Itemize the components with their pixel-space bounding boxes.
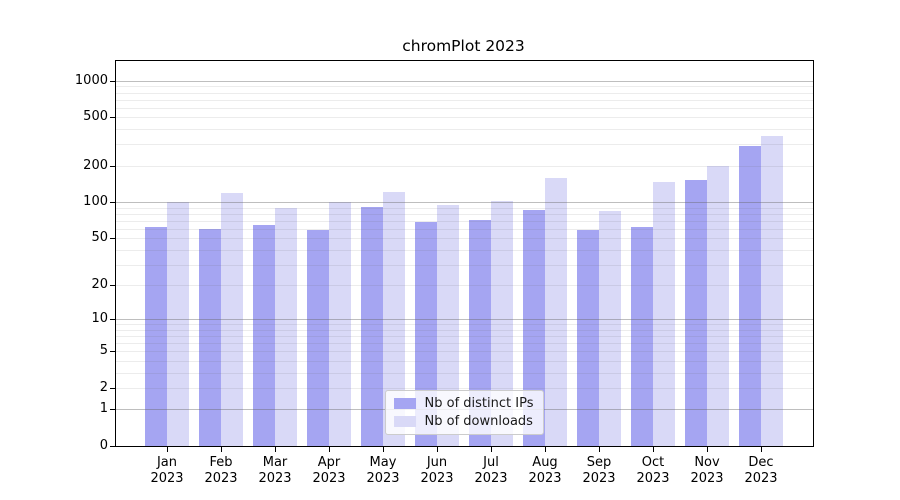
y-tick-200 xyxy=(110,165,116,167)
bar-mar-downloads xyxy=(275,207,297,446)
chart-title: chromPlot 2023 xyxy=(402,37,525,55)
x-tick-label-jul: Jul 2023 xyxy=(474,455,508,486)
y-tick-label-5: 5 xyxy=(99,343,108,359)
bar-dec-downloads xyxy=(761,136,783,446)
plot-area: Nb of distinct IPs Nb of downloads 1000 5… xyxy=(75,60,814,486)
legend-label-downloads: Nb of downloads xyxy=(424,414,533,429)
y-tick-label-20: 20 xyxy=(91,277,108,293)
y-tick-label-200: 200 xyxy=(83,157,108,173)
bar-nov-distinct-ips xyxy=(685,180,707,446)
x-tick-mar xyxy=(275,447,276,452)
y-tick-label-0: 0 xyxy=(99,438,108,453)
bar-jul-downloads xyxy=(491,200,513,446)
bar-sep-distinct-ips xyxy=(577,229,599,446)
bar-jun-downloads xyxy=(437,204,459,446)
y-tick-20 xyxy=(110,285,116,287)
x-tick-label-aug: Aug 2023 xyxy=(528,455,562,486)
gridline-major-1000 xyxy=(116,80,813,82)
y-tick-1 xyxy=(110,409,116,411)
x-tick-may xyxy=(383,447,384,452)
bar-mar-distinct-ips xyxy=(253,225,275,446)
y-tick-label-50: 50 xyxy=(91,230,108,246)
legend-item-distinct-ips: Nb of distinct IPs xyxy=(393,396,534,411)
y-tick-100 xyxy=(110,202,116,204)
x-tick-label-apr: Apr 2023 xyxy=(312,455,346,486)
x-tick-label-may: May 2023 xyxy=(366,455,400,486)
x-tick-apr xyxy=(329,447,330,452)
y-tick-label-10: 10 xyxy=(91,311,108,327)
x-tick-feb xyxy=(221,447,222,452)
gridline-minor-400 xyxy=(116,129,813,131)
gridline-minor-800 xyxy=(116,92,813,94)
x-tick-label-jun: Jun 2023 xyxy=(420,455,454,486)
x-tick-label-nov: Nov 2023 xyxy=(690,455,724,486)
y-tick-5 xyxy=(110,351,116,353)
x-tick-dec xyxy=(761,447,762,452)
x-tick-label-feb: Feb 2023 xyxy=(204,455,238,486)
bar-dec-distinct-ips xyxy=(739,145,761,446)
bar-jan-downloads xyxy=(167,202,189,446)
bar-oct-distinct-ips xyxy=(631,227,653,446)
y-tick-1000 xyxy=(110,80,116,82)
legend-swatch-distinct-ips xyxy=(393,398,416,409)
x-tick-sep xyxy=(599,447,600,452)
bar-oct-downloads xyxy=(653,182,675,446)
gridline-minor-600 xyxy=(116,107,813,109)
y-tick-10 xyxy=(110,319,116,321)
x-tick-label-jan: Jan 2023 xyxy=(150,455,184,486)
bar-jan-distinct-ips xyxy=(145,227,167,446)
y-tick-50 xyxy=(110,238,116,240)
bar-apr-distinct-ips xyxy=(307,230,329,446)
x-tick-label-mar: Mar 2023 xyxy=(258,455,292,486)
gridline-minor-500 xyxy=(116,117,813,119)
y-tick-2 xyxy=(110,387,116,389)
bar-nov-downloads xyxy=(707,165,729,446)
bar-sep-downloads xyxy=(599,210,621,446)
x-tick-jun xyxy=(437,447,438,452)
y-tick-500 xyxy=(110,117,116,119)
gridline-minor-300 xyxy=(116,144,813,146)
y-tick-label-1: 1 xyxy=(99,401,108,417)
legend-label-distinct-ips: Nb of distinct IPs xyxy=(424,396,534,411)
bar-feb-distinct-ips xyxy=(199,228,221,446)
y-tick-label-500: 500 xyxy=(83,109,108,125)
legend: Nb of distinct IPs Nb of downloads xyxy=(384,390,545,435)
y-tick-label-2: 2 xyxy=(99,379,108,395)
bar-may-distinct-ips xyxy=(361,207,383,446)
y-tick-label-1000: 1000 xyxy=(74,72,108,88)
x-tick-jul xyxy=(491,447,492,452)
x-tick-label-sep: Sep 2023 xyxy=(582,455,616,486)
legend-swatch-downloads xyxy=(393,416,416,427)
bar-may-downloads xyxy=(383,191,405,446)
bar-aug-downloads xyxy=(545,178,567,446)
legend-item-downloads: Nb of downloads xyxy=(393,414,534,429)
y-tick-label-100: 100 xyxy=(83,194,108,210)
x-tick-jan xyxy=(167,447,168,452)
x-tick-nov xyxy=(707,447,708,452)
bar-jul-distinct-ips xyxy=(469,219,491,446)
x-tick-label-dec: Dec 2023 xyxy=(744,455,778,486)
gridline-minor-900 xyxy=(116,86,813,88)
bar-apr-downloads xyxy=(329,202,351,446)
x-tick-label-oct: Oct 2023 xyxy=(636,455,670,486)
bar-feb-downloads xyxy=(221,192,243,446)
x-tick-oct xyxy=(653,447,654,452)
gridline-minor-700 xyxy=(116,99,813,101)
bar-aug-distinct-ips xyxy=(523,209,545,446)
x-tick-aug xyxy=(545,447,546,452)
y-tick-0 xyxy=(110,446,116,447)
